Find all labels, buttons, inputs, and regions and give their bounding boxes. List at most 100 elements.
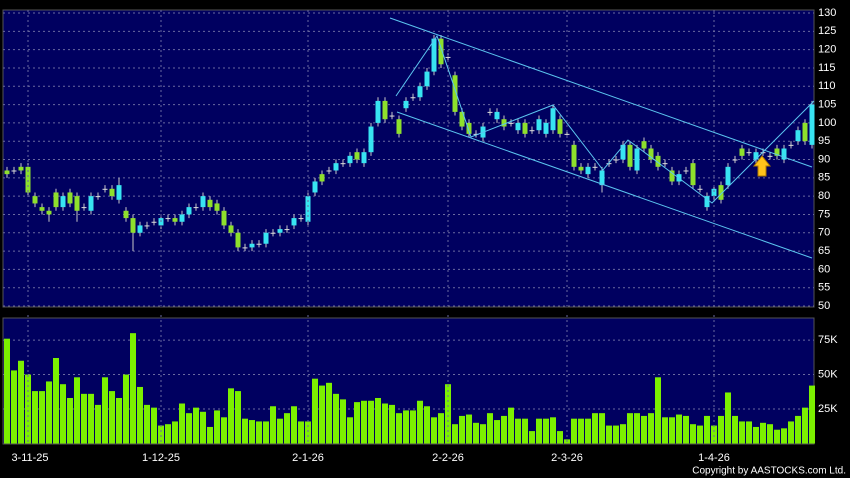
volume-bar xyxy=(536,418,542,444)
candle-body xyxy=(32,196,38,204)
candle-body xyxy=(508,122,514,124)
volume-bar xyxy=(480,424,486,444)
candle-body xyxy=(466,122,472,134)
volume-bar xyxy=(522,418,528,444)
volume-bar xyxy=(39,391,45,444)
volume-bar xyxy=(795,415,801,444)
candle-body xyxy=(4,170,10,175)
volume-bar xyxy=(438,413,444,444)
candle-body xyxy=(417,86,423,98)
volume-bar xyxy=(802,407,808,444)
y-tick-label: 75 xyxy=(818,208,830,220)
volume-bar xyxy=(172,421,178,444)
volume-bar xyxy=(424,406,430,444)
volume-bar xyxy=(676,414,682,444)
volume-bar xyxy=(263,421,269,444)
volume-bar xyxy=(60,384,66,444)
candle-body xyxy=(74,196,80,211)
candle-body xyxy=(312,181,318,193)
candle-body xyxy=(753,152,759,160)
y-tick-label: 80 xyxy=(818,190,830,202)
candle-body xyxy=(25,166,31,193)
credit: Copyright by AASTOCKS.com Ltd. xyxy=(692,466,846,477)
volume-bar xyxy=(529,431,535,444)
volume-bar xyxy=(158,425,164,444)
volume-bar xyxy=(291,406,297,444)
volume-bar xyxy=(249,420,255,444)
candle-body xyxy=(207,199,213,208)
y-tick-label: 110 xyxy=(818,80,836,92)
candle-body xyxy=(116,185,122,200)
candle-body xyxy=(459,111,465,127)
x-tick-label: 2-1-26 xyxy=(292,452,324,464)
volume-bar xyxy=(4,338,10,444)
y-tick-label: 75K xyxy=(818,334,838,346)
volume-bar xyxy=(186,413,192,444)
candle-body xyxy=(67,192,73,204)
volume-bar xyxy=(760,422,766,444)
candle-body xyxy=(704,196,710,208)
volume-bar xyxy=(725,392,731,444)
candle-body xyxy=(683,170,689,172)
candle-body xyxy=(697,188,703,190)
candle-body xyxy=(39,207,45,211)
candle-body xyxy=(452,75,458,112)
candle-body xyxy=(424,71,430,87)
volume-bar xyxy=(781,428,787,444)
volume-bar xyxy=(312,378,318,444)
candle-body xyxy=(550,108,556,131)
y-tick-label: 105 xyxy=(818,98,836,110)
volume-bar xyxy=(298,421,304,444)
candle-body xyxy=(641,141,647,149)
candle-body xyxy=(144,225,150,227)
candle-body xyxy=(396,119,402,134)
candle-body xyxy=(319,174,325,182)
candle-body xyxy=(235,232,241,248)
volume-bar xyxy=(137,386,143,444)
candle-body xyxy=(179,214,185,222)
candle-body xyxy=(529,130,535,132)
volume-bar xyxy=(711,425,717,444)
volume-bar xyxy=(690,424,696,444)
candle-body xyxy=(739,148,745,156)
volume-bar xyxy=(368,400,374,444)
candle-body xyxy=(102,188,108,190)
volume-bar xyxy=(123,374,129,444)
candle-body xyxy=(18,166,24,171)
candle-body xyxy=(788,144,794,146)
volume-bar xyxy=(74,377,80,444)
y-tick-label: 60 xyxy=(818,263,830,275)
volume-bar xyxy=(571,418,577,444)
volume-bar xyxy=(767,424,773,444)
candle-body xyxy=(340,163,346,165)
candle-body xyxy=(193,207,199,209)
volume-bar xyxy=(732,415,738,444)
volume-bar xyxy=(599,413,605,444)
y-tick-label: 95 xyxy=(818,135,830,147)
volume-bar xyxy=(410,410,416,444)
candle-body xyxy=(284,229,290,231)
volume-bar xyxy=(53,357,59,444)
volume-bar xyxy=(501,415,507,444)
volume-bar xyxy=(214,410,220,444)
volume-bar xyxy=(277,418,283,444)
volume-bar xyxy=(431,417,437,444)
y-tick-label: 100 xyxy=(818,117,836,129)
volume-bar xyxy=(109,391,115,444)
candle-body xyxy=(585,166,591,175)
volume-bar xyxy=(151,407,157,444)
volume-bar xyxy=(18,360,24,444)
candle-body xyxy=(382,100,388,120)
volume-bar xyxy=(494,420,500,444)
volume-bar xyxy=(382,403,388,444)
volume-bar xyxy=(375,397,381,444)
trend-lines xyxy=(389,17,815,259)
candle-body xyxy=(606,163,612,165)
y-tick-label: 50K xyxy=(818,368,838,380)
candle-body xyxy=(347,155,353,164)
candle-body xyxy=(53,192,59,208)
volume-bar xyxy=(669,417,675,444)
candle-body xyxy=(767,155,773,157)
volume-bar xyxy=(200,411,206,444)
